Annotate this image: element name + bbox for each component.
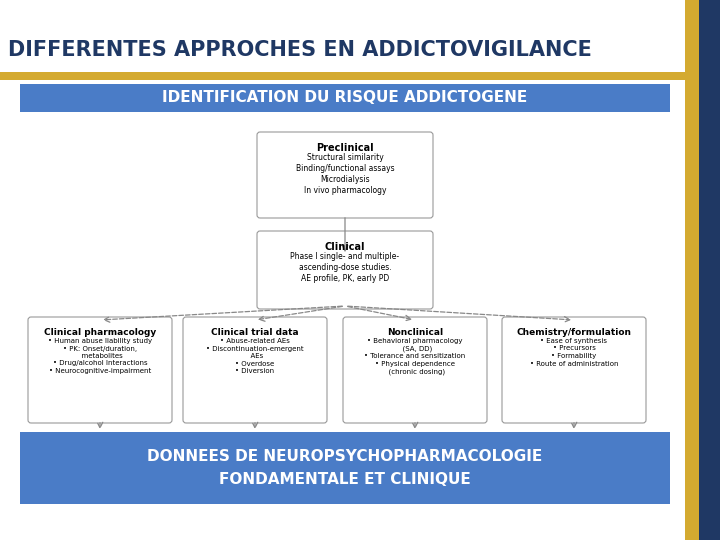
Text: Chemistry/formulation: Chemistry/formulation — [516, 328, 631, 337]
Bar — [0, 72, 685, 80]
Bar — [20, 432, 670, 504]
Text: Structural similarity
Binding/functional assays
Microdialysis
In vivo pharmacolo: Structural similarity Binding/functional… — [296, 153, 395, 195]
FancyBboxPatch shape — [183, 317, 327, 423]
Text: • Ease of synthesis
• Precursors
• Formability
• Route of administration: • Ease of synthesis • Precursors • Forma… — [530, 338, 618, 367]
FancyBboxPatch shape — [502, 317, 646, 423]
Bar — [685, 0, 699, 540]
Text: DIFFERENTES APPROCHES EN ADDICTOVIGILANCE: DIFFERENTES APPROCHES EN ADDICTOVIGILANC… — [8, 40, 592, 60]
FancyBboxPatch shape — [28, 317, 172, 423]
Text: DONNEES DE NEUROPSYCHOPHARMACOLOGIE
FONDAMENTALE ET CLINIQUE: DONNEES DE NEUROPSYCHOPHARMACOLOGIE FOND… — [148, 449, 543, 487]
Text: Clinical: Clinical — [325, 242, 365, 252]
Text: Preclinical: Preclinical — [316, 143, 374, 153]
FancyBboxPatch shape — [343, 317, 487, 423]
FancyBboxPatch shape — [257, 132, 433, 218]
FancyBboxPatch shape — [257, 231, 433, 309]
Bar — [20, 84, 670, 112]
Text: Clinical trial data: Clinical trial data — [211, 328, 299, 337]
Text: • Abuse-related AEs
• Discontinuation-emergent
  AEs
• Overdose
• Diversion: • Abuse-related AEs • Discontinuation-em… — [206, 338, 304, 374]
Text: IDENTIFICATION DU RISQUE ADDICTOGENE: IDENTIFICATION DU RISQUE ADDICTOGENE — [163, 91, 528, 105]
Text: • Human abuse liability study
• PK: Onset/duration,
  metabolites
• Drug/alcohol: • Human abuse liability study • PK: Onse… — [48, 338, 152, 374]
Text: Phase I single- and multiple-
ascending-dose studies.
AE profile, PK, early PD: Phase I single- and multiple- ascending-… — [290, 252, 400, 283]
Text: Clinical pharmacology: Clinical pharmacology — [44, 328, 156, 337]
Text: Nonclinical: Nonclinical — [387, 328, 443, 337]
Text: • Behavioral pharmacology
  (SA, DD)
• Tolerance and sensitization
• Physical de: • Behavioral pharmacology (SA, DD) • Tol… — [364, 338, 466, 375]
Bar — [699, 0, 720, 540]
